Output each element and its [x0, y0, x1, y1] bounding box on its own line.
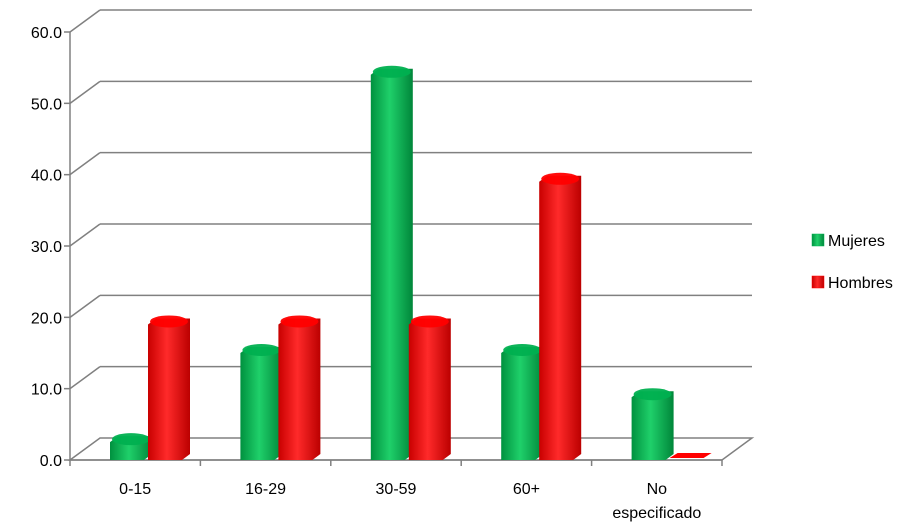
bar-cap: [150, 315, 188, 328]
legend-label-mujeres: Mujeres: [828, 233, 885, 250]
gridline-diagonal: [69, 9, 101, 33]
bar-cap: [541, 172, 580, 185]
bar-mujeres-1: [110, 433, 152, 460]
bar-hombres-3: [408, 315, 451, 460]
bar-body: [370, 68, 413, 461]
gridline-diagonal: [69, 152, 101, 176]
y-tick-label: 40.0: [31, 168, 62, 185]
x-tick-label-line: No: [647, 481, 668, 498]
x-tick-label-line: especificado: [612, 505, 701, 522]
bar-cap: [280, 315, 319, 328]
legend-swatch-mujeres: [811, 233, 825, 247]
bar-cap: [242, 344, 281, 356]
bar-mujeres-5: [631, 388, 674, 460]
y-tick-label: 10.0: [31, 382, 62, 399]
bar-body: [240, 347, 283, 460]
x-tick-label: No especificado: [612, 481, 701, 522]
y-axis-tick-labels: 0.0 10.0 20.0 30.0 40.0 50.0 60.0: [31, 25, 62, 470]
bar-cap: [633, 388, 672, 401]
bar-body: [501, 347, 544, 460]
bar-body: [148, 318, 190, 460]
y-tick-label: 20.0: [31, 310, 62, 327]
bar-hombres-2: [278, 315, 321, 460]
x-tick-label: 0-15: [119, 481, 151, 498]
y-tick-label: 50.0: [31, 96, 62, 113]
bar-cap: [503, 344, 542, 356]
bars-group: [110, 65, 712, 461]
bar-hombres-5: [669, 453, 712, 458]
bar-cap: [372, 65, 411, 78]
y-tick-label: 60.0: [31, 25, 62, 42]
y-tick-label: 0.0: [40, 453, 62, 470]
legend-swatch-hombres: [811, 275, 825, 289]
legend-label-hombres: Hombres: [828, 275, 893, 292]
bar-hombres-1: [148, 315, 190, 460]
bar-cap: [112, 433, 150, 446]
gridline-diagonal: [69, 223, 101, 247]
bar-mujeres-2: [240, 344, 283, 460]
x-tick-label: 16-29: [245, 481, 286, 498]
x-axis-tick-labels: 0-15 16-29 30-59 60+ No especificado: [119, 481, 701, 522]
bar-body: [631, 391, 674, 460]
x-tick-label: 30-59: [376, 481, 417, 498]
bar-cap: [410, 315, 449, 328]
bar-hombres-4: [539, 172, 582, 461]
bar-body: [278, 318, 321, 460]
y-tick-label: 30.0: [31, 239, 62, 256]
gridline-diagonal: [69, 80, 101, 104]
gridline-diagonal: [69, 294, 101, 318]
gridlines: [69, 9, 752, 390]
legend: Mujeres Hombres: [811, 233, 893, 292]
bar-body: [539, 175, 582, 461]
bar-flat: [669, 453, 712, 458]
bar-body: [408, 318, 451, 460]
gridline-diagonal: [69, 366, 101, 390]
x-tick-label: 60+: [513, 481, 540, 498]
bar-mujeres-4: [501, 344, 544, 460]
bar-mujeres-3: [370, 65, 413, 461]
